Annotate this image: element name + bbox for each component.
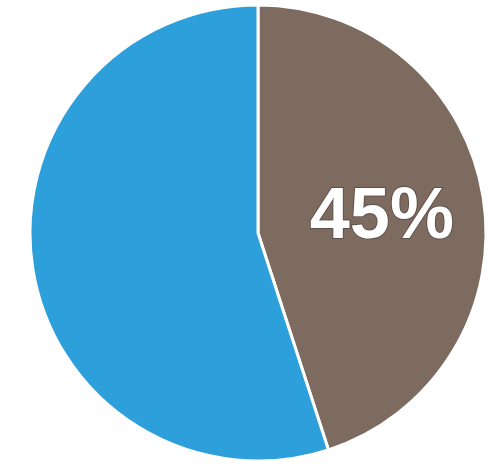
svg-text:45%: 45%: [310, 173, 454, 253]
